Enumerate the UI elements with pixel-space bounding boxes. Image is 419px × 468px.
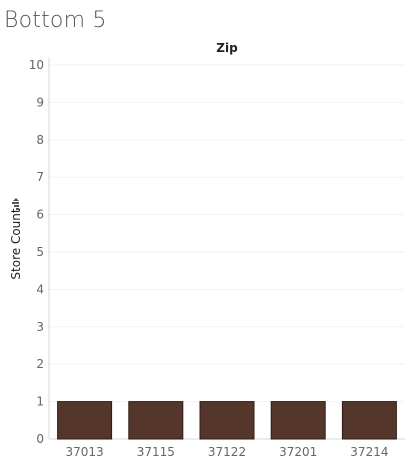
bar[interactable] bbox=[57, 401, 113, 440]
sort-bar bbox=[12, 202, 19, 204]
x-tick-label: 37122 bbox=[208, 445, 246, 459]
bar[interactable] bbox=[128, 401, 184, 440]
sort-bar bbox=[14, 205, 19, 207]
sort-arrow bbox=[13, 198, 19, 201]
x-tick-label: 37115 bbox=[137, 445, 175, 459]
sort-bar bbox=[16, 208, 19, 210]
bar[interactable] bbox=[270, 401, 326, 440]
page-title: Bottom 5 bbox=[4, 8, 107, 33]
tick-labels: 0 1 2 3 4 5 6 7 8 9 10 37013 37115 37122 37201 37214 bbox=[29, 58, 389, 459]
bar[interactable] bbox=[199, 401, 255, 440]
y-tick-label: 8 bbox=[36, 133, 44, 147]
sort-descending-icon[interactable] bbox=[12, 198, 19, 210]
x-tick-label: 37201 bbox=[279, 445, 317, 459]
y-tick-label: 10 bbox=[29, 58, 44, 72]
sort-glyph bbox=[12, 198, 19, 210]
x-tick-label: 37214 bbox=[350, 445, 388, 459]
y-tick-label: 3 bbox=[36, 320, 44, 334]
y-axis-title-group[interactable]: Store Count bbox=[9, 198, 23, 280]
y-tick-label: 7 bbox=[36, 170, 44, 184]
axes bbox=[48, 57, 405, 440]
bars bbox=[57, 401, 397, 440]
y-tick-label: 9 bbox=[36, 95, 44, 109]
y-tick-label: 6 bbox=[36, 208, 44, 222]
bar[interactable] bbox=[341, 401, 397, 440]
y-tick-label: 5 bbox=[36, 245, 44, 259]
y-tick-label: 0 bbox=[36, 432, 44, 446]
y-tick-label: 2 bbox=[36, 357, 44, 371]
gridlines bbox=[49, 64, 405, 403]
x-tick-label: 37013 bbox=[66, 445, 104, 459]
y-tick-label: 4 bbox=[36, 282, 44, 296]
y-axis-title: Store Count bbox=[9, 208, 23, 279]
y-tick-label: 1 bbox=[36, 395, 44, 409]
column-header-zip: Zip bbox=[216, 41, 238, 55]
